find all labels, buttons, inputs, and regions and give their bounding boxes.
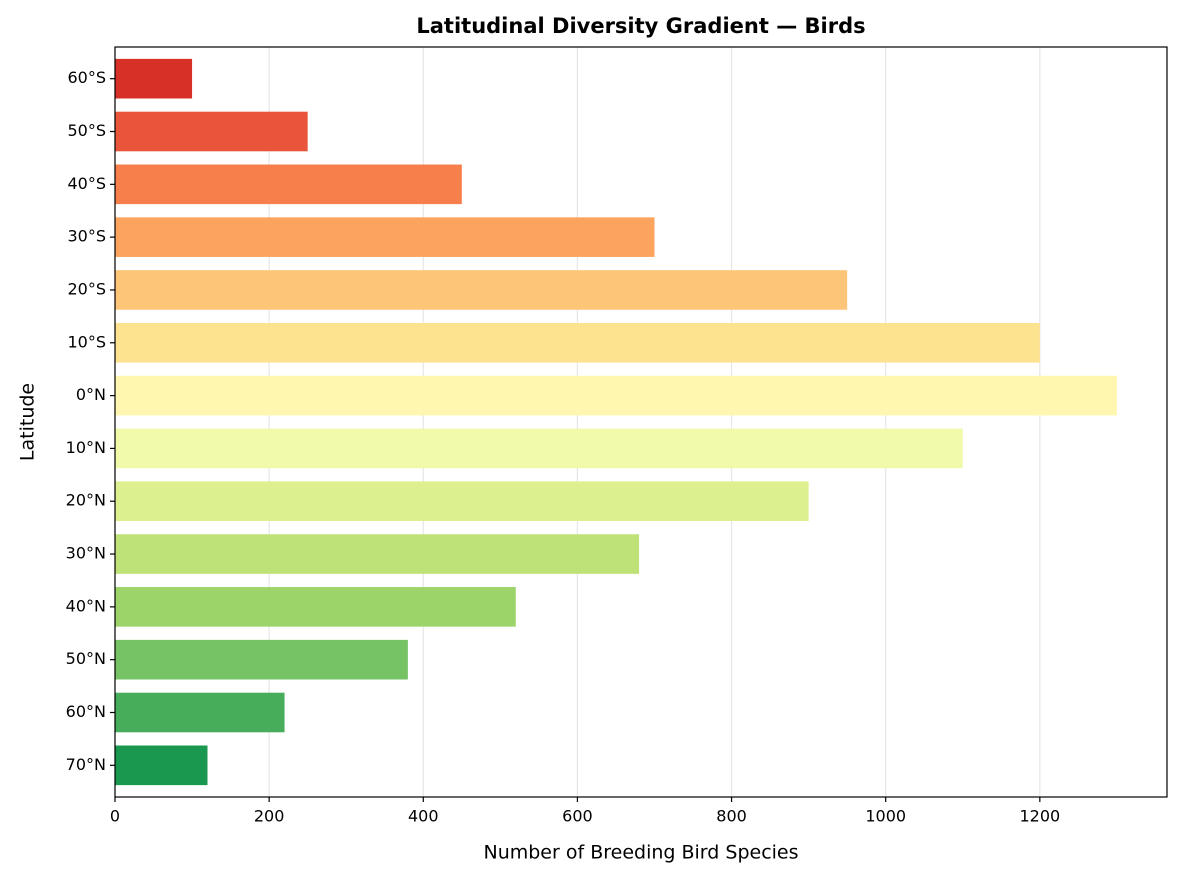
x-tick-label: 200 — [254, 807, 285, 826]
bar — [115, 639, 408, 680]
bar — [115, 58, 193, 99]
y-tick-label: 50°N — [66, 649, 106, 668]
bar — [115, 692, 285, 733]
x-tick-label: 400 — [408, 807, 439, 826]
bar — [115, 481, 809, 522]
x-tick-label: 1200 — [1019, 807, 1060, 826]
y-tick-label: 40°N — [66, 596, 106, 615]
y-tick-label: 60°N — [66, 702, 106, 721]
y-tick-label: 30°S — [67, 227, 106, 246]
bar — [115, 745, 208, 786]
bar — [115, 164, 462, 205]
y-tick-label: 20°S — [67, 279, 106, 298]
x-tick-label: 1000 — [865, 807, 906, 826]
y-tick-label: 50°S — [67, 121, 106, 140]
x-tick-label: 0 — [110, 807, 120, 826]
chart-title: Latitudinal Diversity Gradient — Birds — [416, 14, 865, 38]
bar — [115, 375, 1117, 416]
bar — [115, 587, 516, 627]
plot-frame — [114, 46, 1168, 798]
bar — [115, 428, 963, 469]
y-tick-label: 0°N — [76, 385, 106, 404]
x-tick-label: 800 — [716, 807, 747, 826]
y-tick-label: 10°N — [66, 438, 106, 457]
y-tick-label: 40°S — [67, 174, 106, 193]
x-tick-label: 600 — [562, 807, 593, 826]
bar — [115, 534, 640, 574]
y-tick-label: 70°N — [66, 755, 106, 774]
x-axis-label: Number of Breeding Bird Species — [483, 842, 798, 864]
bar — [115, 111, 308, 152]
bar — [115, 270, 848, 310]
y-axis-label: Latitude — [17, 383, 39, 461]
bar — [115, 322, 1040, 363]
y-tick-label: 20°N — [66, 491, 106, 510]
bar — [115, 217, 655, 257]
y-tick-label: 60°S — [67, 68, 106, 87]
y-tick-label: 30°N — [66, 544, 106, 563]
y-tick-label: 10°S — [67, 332, 106, 351]
